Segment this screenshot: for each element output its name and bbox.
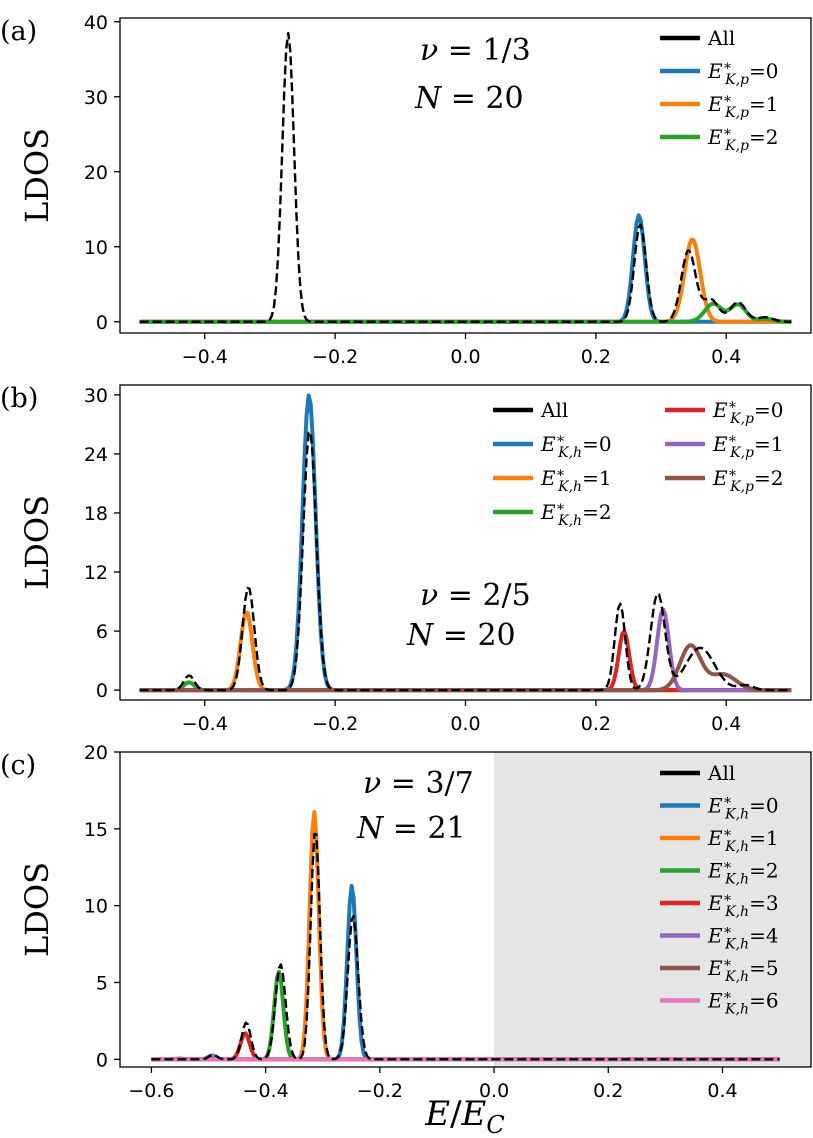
series-line-all [151, 832, 780, 1061]
y-tick-label: 6 [96, 621, 108, 643]
legend-label: E∗ K,h=3 [707, 890, 779, 920]
x-tick-label: 0.4 [707, 1080, 737, 1102]
x-tick-label: −0.2 [357, 1080, 403, 1102]
x-tick-label: 0.4 [711, 346, 741, 368]
x-tick-label: 0.0 [450, 346, 480, 368]
filling-annotation: ν = 1/3 [420, 33, 531, 68]
series-line-all [139, 31, 792, 323]
y-tick-label: 20 [84, 742, 108, 764]
legend-label: E∗ K,h=2 [707, 858, 779, 888]
x-tick-label: 0.2 [593, 1080, 623, 1102]
y-tick-label: 10 [84, 237, 108, 259]
series-line-e-k-p-2 [139, 301, 792, 324]
plot-frame [119, 751, 812, 1068]
y-tick-label: 24 [84, 444, 108, 466]
x-tick-label: −0.4 [182, 713, 228, 735]
filling-annotation: ν = 3/7 [363, 766, 474, 801]
y-tick-label: 0 [96, 1049, 108, 1071]
x-tick-label: −0.2 [312, 713, 358, 735]
panel-c: −0.6 −0.4 −0.2 0.0 0.2 0.4 0 5 10 15 20 LDOS (c) ν = … [0, 742, 812, 1102]
shaded-region [494, 752, 811, 1067]
legend-label: E∗ K,h=0 [707, 793, 779, 823]
y-tick-label: 40 [84, 12, 108, 34]
legend-label: E∗ K,h=2 [540, 499, 612, 529]
legend-label: All [707, 26, 735, 50]
legend-label: E∗ K,p=0 [712, 397, 783, 427]
legend-label: E∗ K,h=0 [540, 431, 612, 461]
legend-label: E∗ K,p=0 [707, 58, 778, 88]
y-tick-label: 0 [96, 680, 108, 702]
x-tick-label: −0.6 [128, 1080, 174, 1102]
legend-label: E∗ K,p=2 [707, 124, 778, 154]
y-tick-label: 5 [96, 972, 108, 994]
x-tick-label: 0.0 [450, 713, 480, 735]
panel-label: (a) [0, 16, 37, 47]
size-annotation: N = 21 [356, 811, 466, 846]
y-axis-label: LDOS [18, 495, 56, 590]
y-axis-label: LDOS [18, 128, 56, 223]
legend-label: E∗ K,h=1 [540, 465, 612, 495]
panel-a: −0.4 −0.2 0.0 0.2 0.4 0 10 20 30 40 LDOS (a) ν = 1/3… [0, 12, 812, 368]
size-annotation: N = 20 [406, 618, 516, 653]
series-line-e-k-p-0 [139, 213, 792, 324]
series-line-e-k-p-1 [139, 237, 792, 324]
legend-label: E∗ K,h=1 [707, 825, 779, 855]
x-tick-label: −0.4 [243, 1080, 289, 1102]
x-tick-label: 0.0 [479, 1080, 509, 1102]
panel-label: (c) [0, 750, 36, 781]
y-tick-label: 30 [84, 87, 108, 109]
y-axis-label: LDOS [18, 862, 56, 957]
y-tick-label: 12 [84, 562, 108, 584]
x-tick-label: 0.2 [581, 713, 611, 735]
y-tick-label: 30 [84, 385, 108, 407]
y-tick-label: 18 [84, 503, 108, 525]
x-tick-label: 0.4 [711, 713, 741, 735]
legend-label: E∗ K,p=1 [712, 431, 783, 461]
series-line-all [139, 431, 792, 692]
legend-label: E∗ K,h=5 [707, 955, 779, 985]
legend-label: All [540, 398, 568, 422]
y-tick-label: 0 [96, 312, 108, 334]
filling-annotation: ν = 2/5 [420, 578, 531, 613]
x-tick-label: −0.2 [312, 346, 358, 368]
legend-label: E∗ K,h=4 [707, 923, 779, 953]
legend-label: E∗ K,h=6 [707, 988, 779, 1018]
legend-label: E∗ K,p=2 [712, 465, 783, 495]
y-tick-label: 10 [84, 896, 108, 918]
y-tick-label: 20 [84, 162, 108, 184]
size-annotation: N = 20 [414, 81, 524, 116]
x-tick-label: 0.2 [581, 346, 611, 368]
legend-label: E∗ K,p=1 [707, 91, 778, 121]
y-tick-label: 15 [84, 819, 108, 841]
legend-label: All [707, 761, 735, 785]
x-axis-label: E/EC [424, 1094, 505, 1138]
panel-label: (b) [0, 383, 38, 414]
x-tick-label: −0.4 [182, 346, 228, 368]
panel-b: −0.4 −0.2 0.0 0.2 0.4 0 6 12 18 24 30 LDOS (b) ν = 2/… [0, 383, 812, 735]
